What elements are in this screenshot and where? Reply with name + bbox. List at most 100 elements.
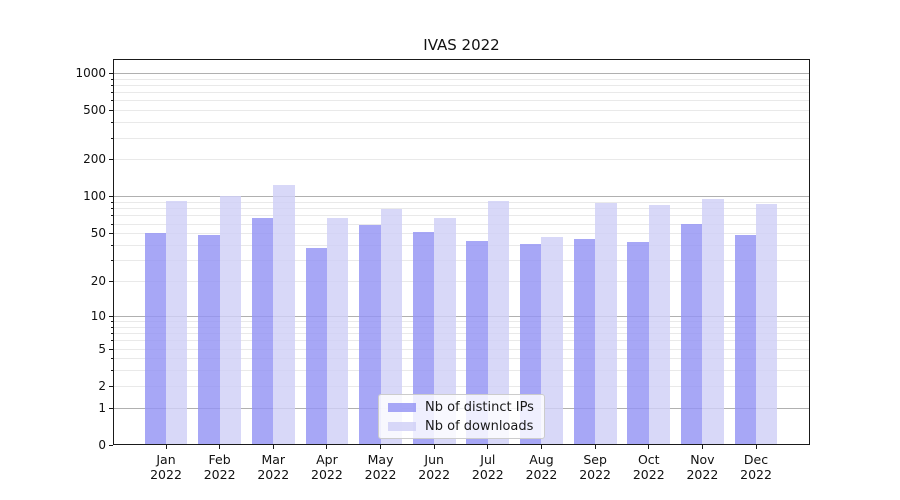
gridline-minor	[114, 208, 809, 210]
x-tick	[165, 445, 167, 449]
y-minor-tick	[111, 326, 113, 328]
gridline-minor	[114, 84, 809, 86]
x-tick	[487, 445, 489, 449]
gridline-minor	[114, 202, 809, 204]
x-tick-label: Mar 2022	[257, 452, 290, 482]
y-tick	[109, 72, 113, 74]
legend: Nb of distinct IPs Nb of downloads	[378, 394, 545, 439]
y-tick	[109, 110, 113, 112]
y-minor-tick	[111, 84, 113, 86]
x-tick	[648, 445, 650, 449]
x-tick-label: Sep 2022	[579, 452, 612, 482]
x-tick-label: Feb 2022	[203, 452, 236, 482]
y-minor-tick	[111, 78, 113, 80]
gridline-major	[114, 315, 809, 317]
y-minor-tick	[111, 223, 113, 225]
y-tick-label: 1	[98, 400, 106, 415]
y-minor-tick	[111, 260, 113, 262]
bar-downloads	[219, 195, 242, 445]
gridline-minor	[114, 281, 809, 283]
y-tick-label: 1000	[75, 65, 106, 80]
gridline-minor	[114, 92, 809, 94]
x-tick-label: May 2022	[364, 452, 397, 482]
bar-distinct-ips	[198, 235, 220, 445]
x-tick	[433, 445, 435, 449]
x-tick-label: Nov 2022	[686, 452, 719, 482]
y-tick	[109, 281, 113, 283]
x-tick	[219, 445, 221, 449]
gridline-minor	[114, 348, 809, 350]
x-tick-label: Jun 2022	[418, 452, 451, 482]
bar-distinct-ips	[734, 235, 757, 445]
bar-downloads	[487, 200, 510, 445]
y-tick-label: 0	[98, 438, 106, 452]
bar-downloads	[595, 203, 617, 445]
x-tick	[380, 445, 382, 449]
gridline-minor	[114, 122, 809, 124]
x-tick	[755, 445, 757, 449]
y-tick-label: 20	[90, 274, 106, 289]
bar-downloads	[541, 236, 563, 445]
x-tick-label: Oct 2022	[632, 452, 665, 482]
y-tick	[109, 233, 113, 235]
y-tick-label: 50	[90, 226, 106, 241]
y-tick	[109, 159, 113, 161]
gridline-minor	[114, 340, 809, 342]
y-minor-tick	[111, 321, 113, 322]
y-tick	[109, 407, 113, 409]
bar-distinct-ips	[144, 233, 166, 445]
y-minor-tick	[111, 122, 113, 124]
legend-item-distinct-ips: Nb of distinct IPs	[388, 400, 544, 415]
bar-downloads	[273, 185, 295, 445]
y-minor-tick	[111, 215, 113, 217]
gridline-minor	[114, 326, 809, 328]
y-tick	[109, 315, 113, 317]
bar-downloads	[380, 209, 402, 445]
y-minor-tick	[111, 92, 113, 94]
gridline-minor	[114, 159, 809, 161]
y-tick	[109, 348, 113, 350]
bar-downloads	[326, 217, 349, 445]
legend-label-distinct-ips: Nb of distinct IPs	[425, 399, 534, 415]
bar-distinct-ips	[627, 242, 649, 445]
y-tick	[109, 196, 113, 198]
y-tick-label: 100	[83, 189, 106, 204]
gridline-minor	[114, 100, 809, 102]
y-minor-tick	[111, 358, 113, 360]
gridline-minor	[114, 233, 809, 235]
bar-downloads	[648, 205, 671, 445]
y-tick-label: 5	[98, 341, 106, 356]
x-tick-label: Aug 2022	[525, 452, 558, 482]
gridline-minor	[114, 260, 809, 262]
y-minor-tick	[111, 202, 113, 204]
x-tick	[701, 445, 703, 449]
legend-label-downloads: Nb of downloads	[425, 418, 534, 434]
legend-swatch-distinct-ips	[388, 402, 416, 412]
y-minor-tick	[111, 208, 113, 210]
x-tick	[594, 445, 596, 449]
gridline-major	[114, 72, 809, 74]
y-minor-tick	[111, 137, 113, 139]
gridline-minor	[114, 385, 809, 387]
bar-downloads	[434, 217, 456, 445]
x-tick	[540, 445, 542, 449]
y-minor-tick	[111, 245, 113, 246]
gridline-minor	[114, 245, 809, 246]
gridline-minor	[114, 333, 809, 335]
gridline-minor	[114, 370, 809, 372]
bar-distinct-ips	[305, 247, 327, 445]
bar-distinct-ips	[681, 223, 703, 445]
y-tick	[109, 385, 113, 387]
bar-distinct-ips	[573, 238, 596, 445]
bar-downloads	[702, 198, 724, 445]
y-tick	[109, 445, 113, 446]
y-tick-label: 200	[83, 152, 106, 167]
x-tick-label: Jan 2022	[150, 452, 182, 482]
y-minor-tick	[111, 100, 113, 102]
gridline-minor	[114, 110, 809, 112]
bar-distinct-ips	[412, 232, 435, 445]
y-minor-tick	[111, 340, 113, 342]
y-tick-label: 2	[98, 378, 106, 393]
y-minor-tick	[111, 333, 113, 335]
